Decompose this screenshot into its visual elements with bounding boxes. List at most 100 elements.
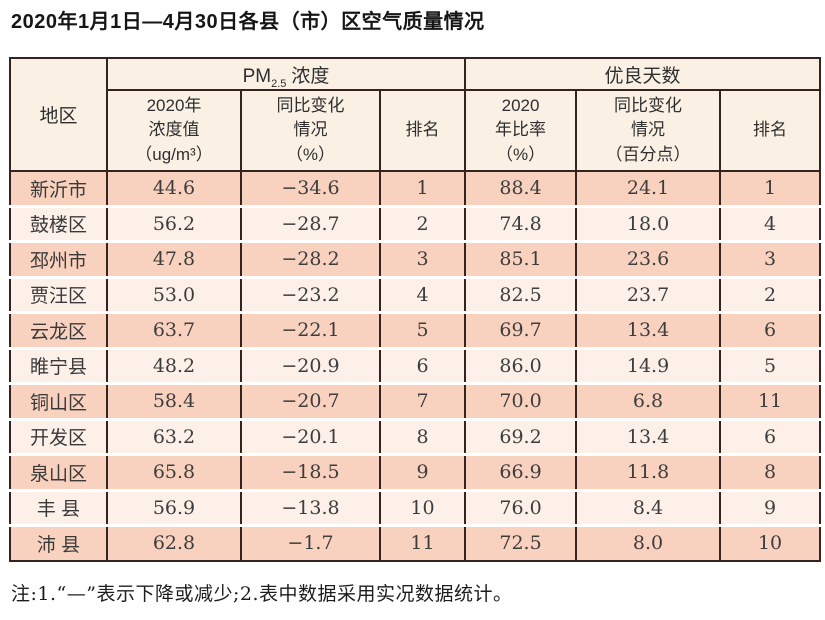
cell-good-ratio: 66.9 (465, 453, 578, 490)
air-quality-table: 地区 PM2.5 浓度 优良天数 2020年 浓度值 （ug/m³） 同比变化 情… (9, 57, 822, 562)
cell-pm-rank: 10 (380, 488, 467, 526)
cell-good-change: 13.4 (576, 311, 722, 348)
table-body: 新沂市 44.6 −34.6 1 88.4 24.1 1 鼓楼区 56.2 −28.7 2 74.8 1… (10, 171, 821, 561)
cell-pm-change: −1.7 (241, 524, 381, 561)
cell-good-rank: 6 (720, 417, 821, 455)
cell-good-rank: 6 (720, 311, 821, 348)
cell-pm-change: −20.7 (241, 382, 381, 419)
cell-good-rank: 5 (720, 346, 821, 384)
pm25-group-label-subscript: 2.5 (271, 77, 287, 90)
footnote: 注:1.“—”表示下降或减少;2.表中数据采用实况数据统计。 (11, 582, 513, 605)
cell-pm-value: 47.8 (107, 240, 242, 277)
cell-good-change: 24.1 (576, 171, 722, 206)
column-group-good-days: 优良天数 (465, 58, 821, 91)
cell-region: 贾汪区 (10, 275, 108, 313)
cell-region: 开发区 (10, 417, 108, 455)
cell-pm-rank: 1 (380, 171, 467, 206)
cell-pm-change: −28.7 (241, 204, 381, 242)
cell-pm-rank: 4 (380, 275, 467, 313)
table-row: 泉山区 65.8 −18.5 9 66.9 11.8 8 (10, 453, 821, 490)
cell-pm-change: −13.8 (241, 488, 381, 526)
table-row: 邳州市 47.8 −28.2 3 85.1 23.6 3 (10, 240, 821, 277)
table-row: 丰 县 56.9 −13.8 10 76.0 8.4 9 (10, 488, 821, 526)
cell-good-change: 14.9 (576, 346, 722, 384)
table-row: 贾汪区 53.0 −23.2 4 82.5 23.7 2 (10, 275, 821, 313)
cell-good-change: 11.8 (576, 453, 722, 490)
cell-pm-change: −34.6 (241, 171, 381, 206)
cell-good-change: 23.7 (576, 275, 722, 313)
cell-good-ratio: 85.1 (465, 240, 578, 277)
cell-region: 新沂市 (10, 171, 108, 206)
cell-pm-rank: 5 (380, 311, 467, 348)
cell-region: 邳州市 (10, 240, 108, 277)
cell-pm-rank: 9 (380, 453, 467, 490)
cell-region: 丰 县 (10, 488, 108, 526)
table-row: 铜山区 58.4 −20.7 7 70.0 6.8 11 (10, 382, 821, 419)
column-header-good-change: 同比变化 情况 （百分点） (576, 90, 722, 172)
cell-pm-rank: 3 (380, 240, 467, 277)
cell-good-change: 13.4 (576, 417, 722, 455)
cell-good-ratio: 74.8 (465, 204, 578, 242)
cell-pm-value: 62.8 (107, 524, 242, 561)
cell-pm-rank: 11 (380, 524, 467, 561)
cell-pm-change: −20.1 (241, 417, 381, 455)
column-header-good-rank: 排名 (720, 90, 821, 172)
cell-good-rank: 1 (720, 171, 821, 206)
table-subheader-row: 2020年 浓度值 （ug/m³） 同比变化 情况 （%） 排名 2020 年比… (10, 90, 821, 172)
cell-good-ratio: 82.5 (465, 275, 578, 313)
cell-good-rank: 10 (720, 524, 821, 561)
cell-pm-value: 63.7 (107, 311, 242, 348)
cell-good-change: 23.6 (576, 240, 722, 277)
cell-region: 云龙区 (10, 311, 108, 348)
cell-good-ratio: 70.0 (465, 382, 578, 419)
pm25-group-label-suffix: 浓度 (291, 65, 330, 87)
cell-good-ratio: 86.0 (465, 346, 578, 384)
cell-pm-change: −20.9 (241, 346, 381, 384)
cell-pm-value: 56.2 (107, 204, 242, 242)
cell-pm-change: −28.2 (241, 240, 381, 277)
cell-region: 鼓楼区 (10, 204, 108, 242)
table-header: 地区 PM2.5 浓度 优良天数 2020年 浓度值 （ug/m³） 同比变化 情… (10, 58, 821, 172)
table-group-header-row: 地区 PM2.5 浓度 优良天数 (10, 58, 821, 172)
table-row: 云龙区 63.7 −22.1 5 69.7 13.4 6 (10, 311, 821, 348)
column-header-pm-value: 2020年 浓度值 （ug/m³） (107, 90, 242, 172)
table-row: 睢宁县 48.2 −20.9 6 86.0 14.9 5 (10, 346, 821, 384)
cell-pm-change: −18.5 (241, 453, 381, 490)
cell-good-ratio: 69.7 (465, 311, 578, 348)
column-group-pm25: PM2.5 浓度 (107, 58, 467, 91)
cell-good-rank: 9 (720, 488, 821, 526)
cell-pm-change: −23.2 (241, 275, 381, 313)
cell-pm-change: −22.1 (241, 311, 381, 348)
cell-good-rank: 4 (720, 204, 821, 242)
column-header-pm-change: 同比变化 情况 （%） (241, 90, 381, 172)
pm25-group-label-prefix: PM (242, 65, 272, 87)
cell-region: 睢宁县 (10, 346, 108, 384)
cell-pm-value: 48.2 (107, 346, 242, 384)
cell-pm-value: 58.4 (107, 382, 242, 419)
cell-good-ratio: 88.4 (465, 171, 578, 206)
column-header-region: 地区 (10, 58, 108, 172)
column-header-good-ratio: 2020 年比率 （%） (465, 90, 578, 172)
column-header-pm-rank: 排名 (380, 90, 467, 172)
cell-region: 铜山区 (10, 382, 108, 419)
cell-region: 泉山区 (10, 453, 108, 490)
cell-good-change: 8.4 (576, 488, 722, 526)
page-title: 2020年1月1日—4月30日各县（市）区空气质量情况 (11, 11, 485, 33)
cell-good-ratio: 72.5 (465, 524, 578, 561)
cell-pm-rank: 6 (380, 346, 467, 384)
cell-good-rank: 11 (720, 382, 821, 419)
cell-pm-value: 56.9 (107, 488, 242, 526)
cell-pm-rank: 8 (380, 417, 467, 455)
cell-good-rank: 3 (720, 240, 821, 277)
cell-good-ratio: 76.0 (465, 488, 578, 526)
table-row: 新沂市 44.6 −34.6 1 88.4 24.1 1 (10, 171, 821, 206)
cell-region: 沛 县 (10, 524, 108, 561)
cell-pm-rank: 2 (380, 204, 467, 242)
cell-good-rank: 2 (720, 275, 821, 313)
cell-pm-value: 63.2 (107, 417, 242, 455)
table-row: 沛 县 62.8 −1.7 11 72.5 8.0 10 (10, 524, 821, 561)
table-row: 开发区 63.2 −20.1 8 69.2 13.4 6 (10, 417, 821, 455)
table-row: 鼓楼区 56.2 −28.7 2 74.8 18.0 4 (10, 204, 821, 242)
cell-good-change: 6.8 (576, 382, 722, 419)
